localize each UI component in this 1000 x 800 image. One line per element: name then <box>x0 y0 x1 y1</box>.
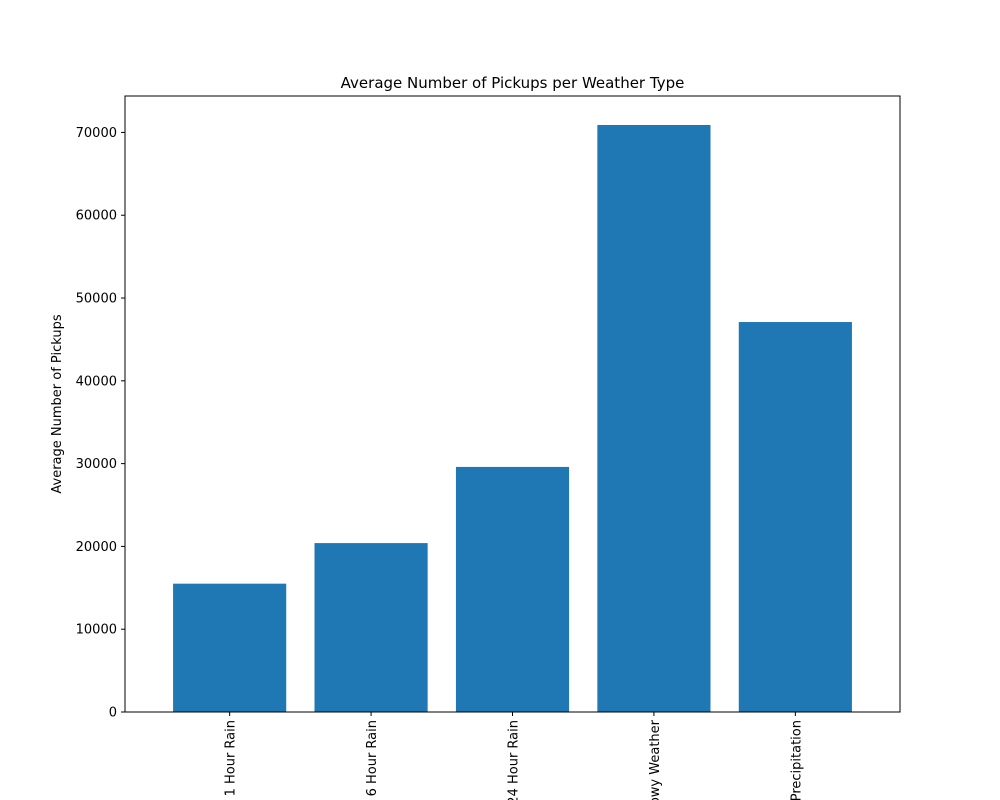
plot-frame <box>124 95 901 713</box>
bars-layer <box>173 124 852 712</box>
x-tick-label: Precipitation <box>789 720 804 800</box>
x-tick-label: 1 Hour Rain <box>224 720 239 796</box>
bar-6-hour-rain <box>314 543 428 712</box>
y-axis-ticks: 0 10000 20000 30000 40000 50000 60000 70000 <box>76 126 125 721</box>
y-tick-label: 40000 <box>76 374 117 389</box>
x-tick-label: 24 Hour Rain <box>507 720 522 800</box>
y-axis-label: Average Number of Pickups <box>50 314 65 493</box>
x-tick-label: 6 Hour Rain <box>365 720 380 796</box>
x-axis-ticks: 1 Hour Rain 6 Hour Rain 24 Hour Rain Snowy … <box>224 712 804 800</box>
bar-24-hour-rain <box>455 466 570 712</box>
bar-1-hour-rain <box>173 583 287 712</box>
y-tick-label: 0 <box>109 706 117 721</box>
y-tick-label: 10000 <box>76 623 117 638</box>
chart-title: Average Number of Pickups per Weather Ty… <box>341 74 685 92</box>
y-tick-label: 60000 <box>76 209 117 224</box>
bar-precipitation <box>738 322 852 712</box>
y-tick-label: 20000 <box>76 540 117 555</box>
bar-snowy-weather <box>597 124 711 712</box>
y-tick-label: 30000 <box>76 457 117 472</box>
y-tick-label: 70000 <box>76 126 117 141</box>
x-tick-label: Snowy Weather <box>648 719 663 800</box>
y-tick-label: 50000 <box>76 292 117 307</box>
